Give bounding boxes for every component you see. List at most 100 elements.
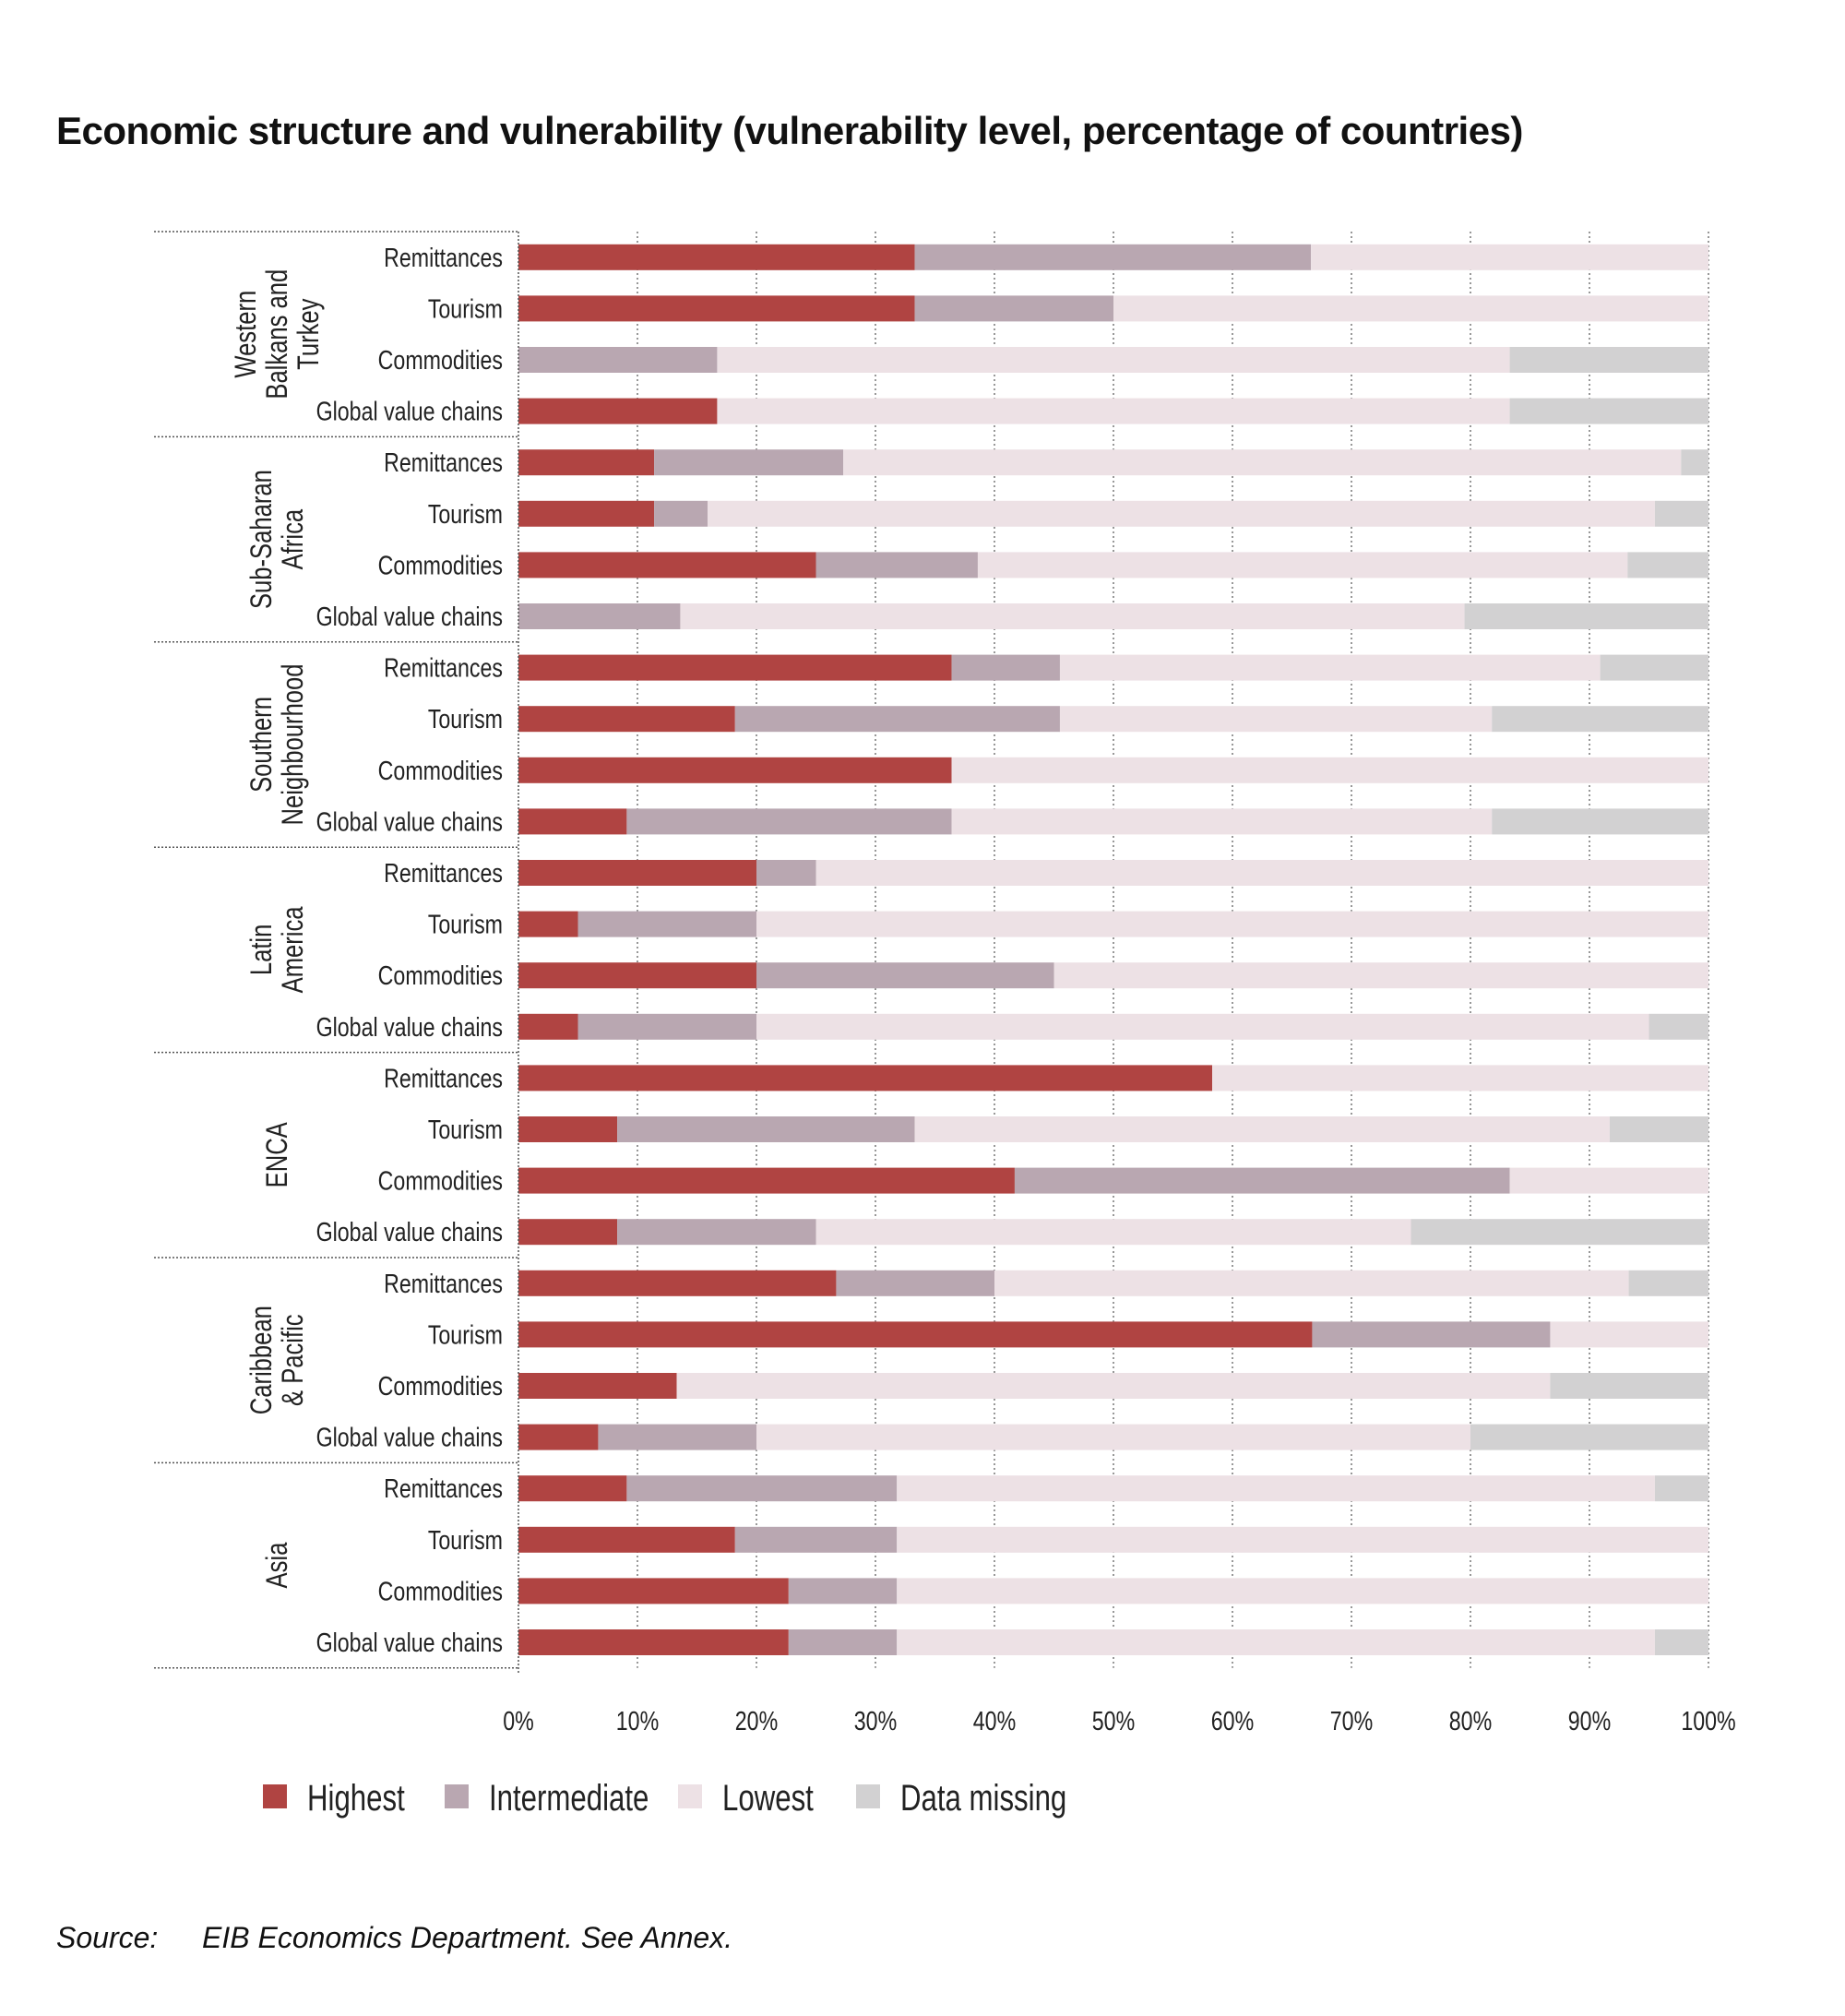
x-tick-label: 100% — [1681, 1705, 1735, 1736]
bar-segment-data-missing — [1681, 449, 1708, 476]
bar-segment-data-missing — [1654, 1475, 1708, 1502]
bar-segment-highest — [518, 1373, 677, 1399]
legend-label: Lowest — [722, 1777, 814, 1819]
bar-segment-highest — [518, 860, 756, 886]
bar-segment-intermediate — [788, 1629, 898, 1655]
bar-segment-intermediate — [951, 654, 1060, 681]
bar-segment-highest — [518, 449, 655, 476]
x-tick-label: 70% — [1330, 1705, 1373, 1736]
legend-swatch — [263, 1784, 287, 1808]
bar-segment-highest — [518, 1167, 1015, 1194]
bar-segment-highest — [518, 398, 718, 424]
bar-segment-intermediate — [914, 295, 1113, 322]
category-label: Global value chains — [316, 1011, 503, 1042]
x-tick-label: 40% — [973, 1705, 1016, 1736]
legend-label: Intermediate — [489, 1777, 649, 1819]
bar-segment-data-missing — [1628, 1270, 1708, 1296]
category-label: Tourism — [428, 909, 503, 939]
bar-segment-highest — [518, 1578, 789, 1604]
category-label: Global value chains — [316, 1217, 503, 1247]
group-label-line: America — [277, 906, 309, 994]
bar-segment-intermediate — [577, 911, 756, 937]
bar-segment-intermediate — [518, 347, 718, 373]
group-label-line: Neighbourhood — [277, 663, 309, 825]
bar-segment-data-missing — [1509, 347, 1708, 373]
bar-segment-lowest — [1550, 1321, 1708, 1348]
bar-segment-intermediate — [617, 1219, 816, 1246]
bar-segment-intermediate — [598, 1424, 756, 1450]
bar-segment-lowest — [756, 1013, 1649, 1040]
x-tick-label: 90% — [1568, 1705, 1611, 1736]
category-label: Global value chains — [316, 806, 503, 837]
bar-segment-highest — [518, 808, 627, 835]
bar-segment-lowest — [914, 1116, 1610, 1142]
bar-segment-highest — [518, 552, 816, 579]
x-tick-label: 60% — [1211, 1705, 1254, 1736]
bar-segment-data-missing — [1464, 603, 1708, 629]
category-label: Global value chains — [316, 1627, 503, 1657]
group-label-line: Turkey — [292, 298, 325, 370]
bar-segment-highest — [518, 295, 915, 322]
bar-segment-highest — [518, 244, 915, 270]
bar-segment-highest — [518, 1013, 578, 1040]
source-label: Source: — [56, 1921, 159, 1954]
bar-segment-highest — [518, 757, 952, 783]
bar-segment-lowest — [897, 1578, 1708, 1604]
bar-segment-lowest — [1059, 654, 1601, 681]
bar-segment-lowest — [897, 1629, 1655, 1655]
group-label-line: ENCA — [261, 1122, 293, 1188]
category-label: Tourism — [428, 293, 503, 324]
category-label: Remittances — [384, 857, 503, 888]
x-tick-label: 10% — [616, 1705, 659, 1736]
legend-swatch — [678, 1784, 702, 1808]
bar-segment-data-missing — [1509, 398, 1708, 424]
bar-segment-highest — [518, 1270, 837, 1296]
bar-segment-lowest — [951, 757, 1708, 783]
bar-segment-highest — [518, 1116, 618, 1142]
bar-segment-data-missing — [1550, 1373, 1708, 1399]
x-tick-label: 50% — [1092, 1705, 1135, 1736]
group-label-line: Caribbean — [245, 1306, 278, 1414]
bar-segment-intermediate — [1014, 1167, 1510, 1194]
bar-segment-lowest — [708, 500, 1655, 527]
bar-segment-intermediate — [626, 808, 952, 835]
bar-segment-intermediate — [788, 1578, 898, 1604]
group-label: SouthernNeighbourhood — [245, 663, 309, 825]
bar-segment-intermediate — [626, 1475, 898, 1502]
bar-segment-highest — [518, 1475, 627, 1502]
bar-segment-intermediate — [734, 706, 1060, 733]
bar-segment-intermediate — [654, 500, 708, 527]
bar-segment-lowest — [756, 1424, 1470, 1450]
group-label: ENCA — [261, 1122, 293, 1188]
group-label-line: Asia — [261, 1542, 293, 1589]
group-label-line: Africa — [277, 508, 309, 569]
category-label: Remittances — [384, 1473, 503, 1504]
legend-swatch — [856, 1784, 880, 1808]
legend-swatch — [445, 1784, 469, 1808]
bar-segment-lowest — [1053, 962, 1708, 989]
bar-segment-lowest — [1059, 706, 1493, 733]
category-label: Commodities — [378, 550, 503, 580]
bar-segment-data-missing — [1470, 1424, 1708, 1450]
category-label: Commodities — [378, 1370, 503, 1401]
group-label-line: Latin — [245, 924, 278, 976]
group-label: LatinAmerica — [245, 906, 309, 994]
group-label-line: Southern — [245, 697, 278, 793]
bar-segment-data-missing — [1654, 1629, 1708, 1655]
bar-segment-highest — [518, 962, 756, 989]
category-label: Commodities — [378, 755, 503, 785]
x-tick-label: 20% — [735, 1705, 778, 1736]
bar-segment-highest — [518, 500, 655, 527]
bar-segment-intermediate — [756, 860, 816, 886]
category-label: Remittances — [384, 1268, 503, 1298]
bar-segment-lowest — [1509, 1167, 1708, 1194]
bar-segment-highest — [518, 654, 952, 681]
bar-segment-data-missing — [1411, 1219, 1708, 1246]
x-tick-label: 30% — [854, 1705, 897, 1736]
bar-segment-highest — [518, 1321, 1313, 1348]
bar-segment-intermediate — [617, 1116, 915, 1142]
bar-segment-lowest — [815, 860, 1708, 886]
source-note: Source: EIB Economics Department. See Ann… — [56, 1921, 732, 1955]
bar-segment-highest — [518, 1219, 618, 1246]
